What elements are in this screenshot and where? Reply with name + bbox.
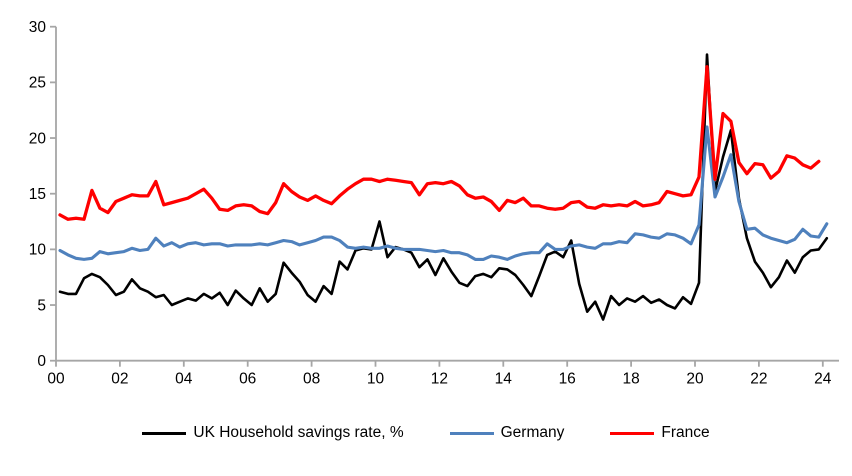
series-line-france [58,65,821,221]
x-tick-label: 08 [303,371,320,388]
x-tick-label: 06 [239,371,256,388]
legend-label-germany: Germany [500,424,565,441]
x-tick-label: 24 [814,371,832,388]
y-tick-label: 25 [29,75,46,92]
y-tick-label: 20 [29,130,47,147]
x-tick-label: 18 [622,371,639,388]
x-tick-label: 14 [495,371,513,388]
germany-line-sample-icon [449,431,494,435]
x-tick-label: 22 [750,371,767,388]
y-tick-label: 10 [29,242,47,259]
y-tick-label: 0 [37,353,46,370]
series-line-germany [58,125,829,261]
x-tick-label: 04 [175,371,193,388]
x-tick-label: 02 [111,371,128,388]
uk-line-sample-icon [142,431,187,435]
france-line-sample-icon [610,431,655,435]
legend-label-france: France [661,424,710,441]
x-tick-label: 12 [431,371,448,388]
plot-area: 0 5 10 15 20 25 30 00 02 04 06 08 10 12 14 16 18 20 22 24 [29,19,839,388]
x-tick-label: 00 [47,371,65,388]
legend-item-germany: Germany [449,424,565,442]
legend-item-uk: UK Household savings rate, % [142,424,404,442]
chart-legend: UK Household savings rate, % Germany Fra… [0,424,852,442]
y-tick-label: 30 [29,19,47,36]
x-tick-label: 16 [559,371,576,388]
legend-label-uk: UK Household savings rate, % [193,424,404,441]
y-tick-label: 15 [29,186,46,203]
y-tick-label: 5 [37,297,46,314]
legend-item-france: France [610,424,710,442]
x-tick-label: 10 [367,371,385,388]
x-tick-label: 20 [686,371,704,388]
series-line-uk [58,53,829,321]
